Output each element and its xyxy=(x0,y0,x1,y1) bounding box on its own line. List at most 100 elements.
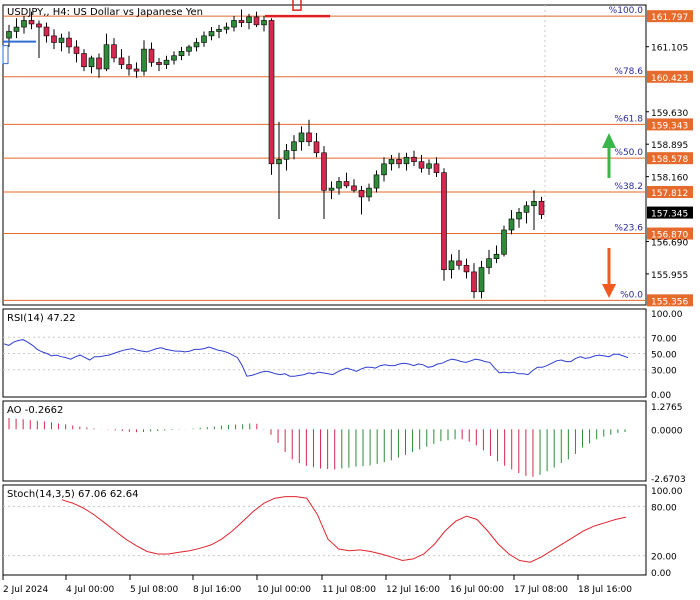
stoch-series xyxy=(3,496,646,563)
candle-body xyxy=(366,187,372,198)
fib-level-label: %78.6 xyxy=(614,67,643,77)
candle-body xyxy=(276,159,282,165)
y-tick-label: 30.00 xyxy=(651,367,677,377)
candle-body xyxy=(126,64,132,70)
candle-body xyxy=(216,28,222,32)
marked-level-bracket xyxy=(2,45,9,65)
fib-level-label: %23.6 xyxy=(614,224,643,234)
y-tick-label: -2.6703 xyxy=(651,475,686,485)
candle-body xyxy=(463,264,470,273)
candle-body xyxy=(238,20,245,23)
candle-body xyxy=(538,201,545,215)
ao-panel-frame xyxy=(2,400,647,482)
candle-body xyxy=(396,159,402,165)
y-axis-labels: 161.797 160.423 159.343 158.578 157.812 156.8… xyxy=(646,10,693,579)
fib-level-label: %0.0 xyxy=(620,290,643,300)
candle-body xyxy=(43,26,50,37)
y-tick-label: 155.955 xyxy=(651,271,688,281)
candle-body xyxy=(283,150,290,160)
candle-body xyxy=(148,48,155,63)
candle-body xyxy=(111,44,117,59)
candle-body xyxy=(486,258,492,268)
candle-body xyxy=(6,31,12,39)
current-price-tag xyxy=(647,206,693,219)
x-tick-label: 4 Jul 00:00 xyxy=(66,585,115,595)
y-tick-label: 158.895 xyxy=(651,141,688,151)
candle-body xyxy=(336,181,342,189)
fib-price-text: 156.870 xyxy=(651,231,688,241)
fib-price-tag xyxy=(647,152,693,165)
fib-price-text: 161.797 xyxy=(651,13,688,23)
candle-body xyxy=(141,48,147,72)
fib-price-tag xyxy=(647,10,693,23)
candle-body xyxy=(186,46,192,52)
y-tick-label: 70.00 xyxy=(651,334,677,344)
candle-body xyxy=(441,172,447,271)
candle-body xyxy=(456,260,462,266)
candle-body xyxy=(523,205,530,213)
x-tick-label: 16 Jul 00:00 xyxy=(450,585,504,595)
ao-panel-title: AO -0.2662 xyxy=(7,405,63,416)
candle-body xyxy=(478,267,485,293)
candle-body xyxy=(291,141,297,151)
candle-body xyxy=(508,218,515,231)
annotations xyxy=(2,0,616,298)
y-tick-label: 159.630 xyxy=(651,109,688,119)
x-tick-label: 2 Jul 2024 xyxy=(3,585,48,595)
candle-body xyxy=(388,159,395,165)
candle-body xyxy=(201,35,207,43)
candle-body xyxy=(118,57,125,65)
candle-body xyxy=(313,141,320,154)
candle-body xyxy=(321,152,327,191)
current-price-text: 157.345 xyxy=(651,210,688,220)
down-arrow-icon xyxy=(602,248,616,298)
x-axis-labels: 2 Jul 2024 4 Jul 00:00 5 Jul 08:00 8 Jul 16… xyxy=(2,575,632,595)
candle-body xyxy=(426,163,432,169)
x-tick-label: 11 Jul 08:00 xyxy=(322,585,376,595)
fib-price-tag xyxy=(647,118,693,131)
candle-body xyxy=(411,156,417,162)
candle-body xyxy=(223,26,230,30)
candle-body xyxy=(88,57,95,68)
y-tick-label: 158.160 xyxy=(651,174,688,184)
up-arrow-head xyxy=(602,133,616,148)
y-tick-label: 156.690 xyxy=(651,238,688,248)
x-tick-label: 8 Jul 16:00 xyxy=(193,585,242,595)
fib-price-tag xyxy=(647,227,693,240)
y-tick-label: 100.00 xyxy=(651,487,683,497)
fib-price-text: 160.423 xyxy=(651,74,688,84)
candle-body xyxy=(21,20,27,28)
stoch-line xyxy=(61,496,627,563)
candle-body xyxy=(103,44,110,70)
y-tick-label: 50.00 xyxy=(651,351,677,361)
x-tick-label: 17 Jul 08:00 xyxy=(514,585,568,595)
fib-price-text: 158.578 xyxy=(651,155,688,165)
candle-body xyxy=(381,163,387,176)
candle-body xyxy=(28,20,35,25)
candle-body xyxy=(261,20,267,26)
y-tick-label: 100.00 xyxy=(651,310,683,320)
resistance-box xyxy=(292,0,302,11)
fib-level-label: %50.0 xyxy=(614,148,643,158)
down-arrow-head xyxy=(602,284,616,298)
y-tick-label: 0.0000 xyxy=(651,426,683,436)
candle-body xyxy=(13,26,20,32)
candle-body xyxy=(471,271,477,293)
rsi-panel-title: RSI(14) 47.22 xyxy=(7,313,76,324)
candle-body xyxy=(178,51,185,57)
candle-body xyxy=(493,253,500,259)
candle-body xyxy=(268,20,275,165)
fib-price-tag xyxy=(647,294,693,307)
candle-body xyxy=(96,57,102,70)
up-arrow-icon xyxy=(602,133,616,178)
candle-body xyxy=(73,46,80,54)
candle-body xyxy=(531,201,537,207)
y-tick-label: 0.00 xyxy=(651,391,671,401)
ao-histogram xyxy=(8,417,626,477)
fib-price-text: 157.812 xyxy=(651,189,688,199)
candle-body xyxy=(246,16,252,23)
x-tick-label: 10 Jul 00:00 xyxy=(257,585,311,595)
candle-body xyxy=(133,68,140,72)
stoch-panel-frame xyxy=(2,484,647,576)
